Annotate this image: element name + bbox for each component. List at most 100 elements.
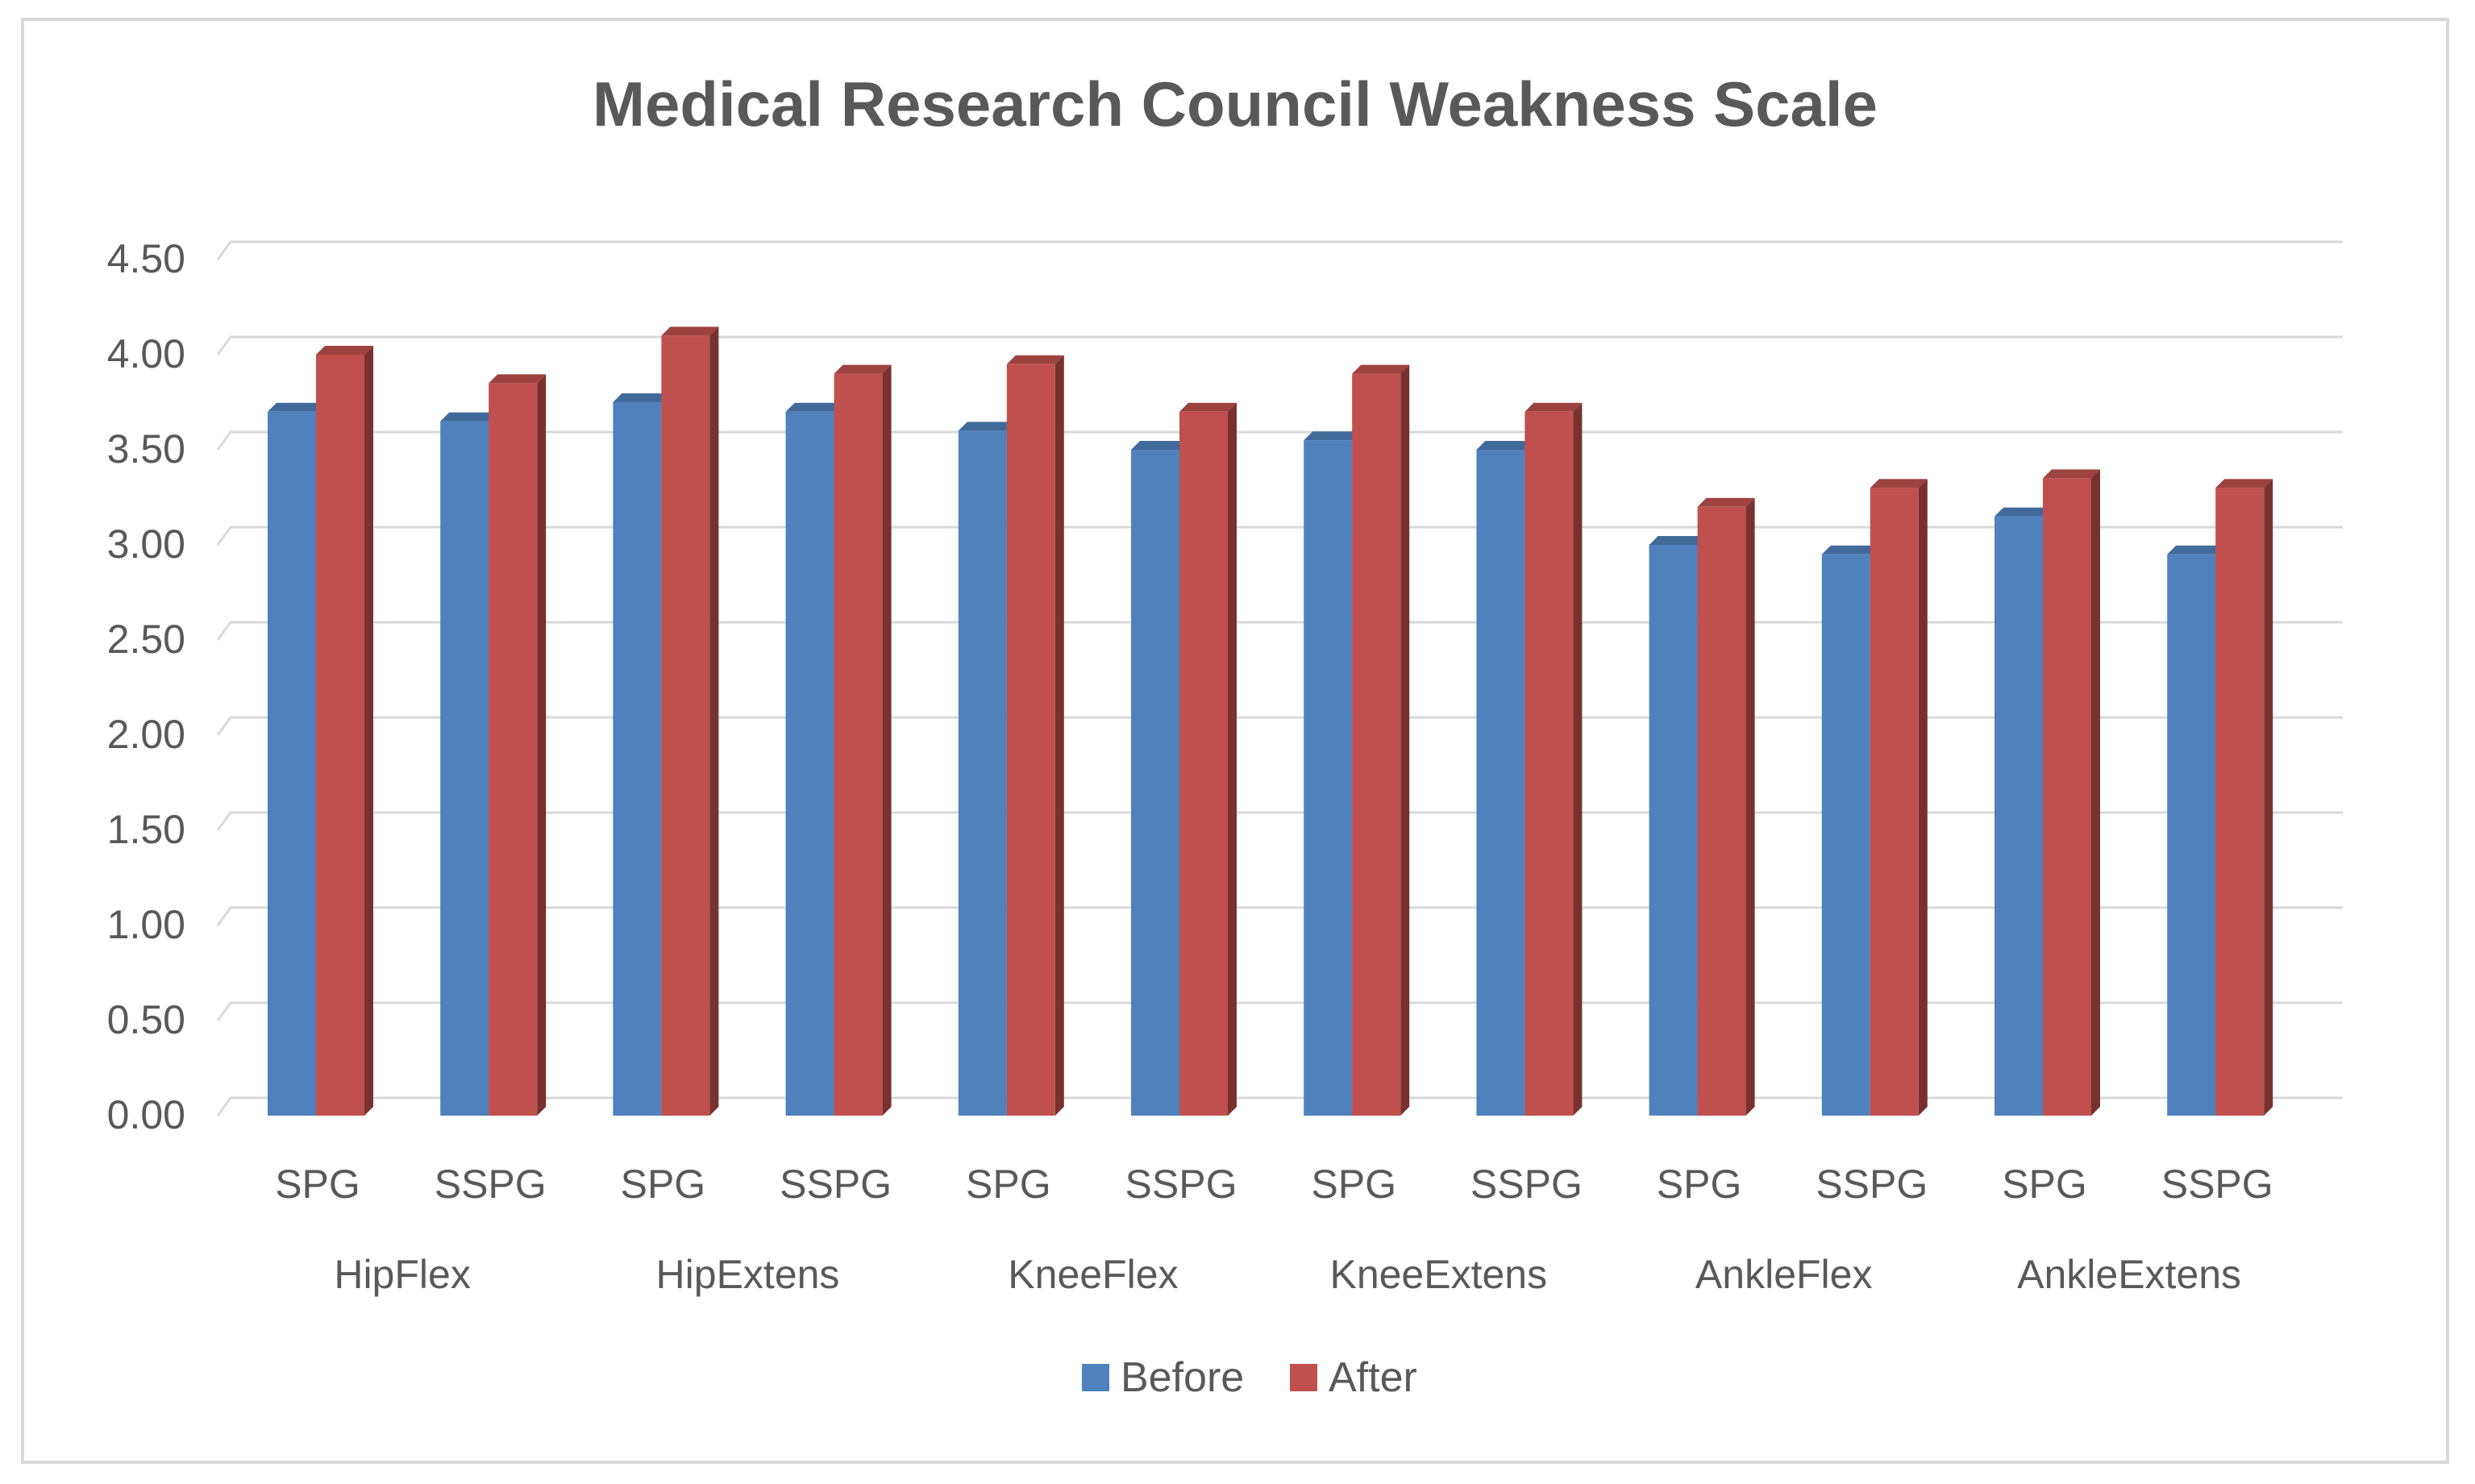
bar-top — [2215, 479, 2273, 488]
gridline — [216, 335, 2343, 355]
bar-side — [882, 364, 892, 1116]
bar-after-3 — [834, 364, 892, 1116]
gridline — [216, 906, 2343, 926]
bar-front — [489, 383, 538, 1116]
bar-front — [1525, 411, 1574, 1116]
bar-front — [1821, 554, 1870, 1116]
bar-top — [1476, 441, 1534, 450]
bar-front — [1697, 506, 1746, 1116]
bar-after-1 — [489, 374, 547, 1116]
bar-top — [316, 346, 373, 355]
bar-top — [785, 402, 843, 412]
bar-after-9 — [1870, 479, 1928, 1116]
bar-top — [1649, 536, 1707, 545]
gridline — [216, 716, 2343, 736]
x-subcategory-label: SSPG — [1816, 1162, 1928, 1207]
bar-side — [1400, 364, 1410, 1116]
x-subcategory-label: SSPG — [780, 1162, 892, 1207]
bar-front — [1476, 450, 1525, 1116]
x-subcategory-label: SSPG — [2161, 1162, 2273, 1207]
legend-swatch — [1082, 1364, 1109, 1391]
gridline — [216, 811, 2343, 831]
bar-top — [1352, 364, 1410, 374]
gridline — [216, 526, 2343, 546]
bar-after-2 — [661, 326, 719, 1116]
bar-front — [1995, 516, 2043, 1116]
gridline — [216, 430, 2343, 451]
bar-front — [268, 411, 316, 1116]
bar-after-8 — [1697, 497, 1755, 1116]
bar-top — [958, 422, 1016, 431]
legend-item-before: Before — [1082, 1354, 1244, 1401]
bar-front — [834, 373, 883, 1116]
x-group-label: KneeFlex — [1008, 1252, 1178, 1297]
bar-top — [1179, 402, 1237, 412]
bar-top — [1006, 355, 1064, 364]
bar-top — [2167, 545, 2225, 555]
bar-side — [2091, 469, 2100, 1116]
y-tick-label: 1.00 — [107, 902, 185, 947]
bar-after-5 — [1179, 402, 1237, 1116]
y-tick-label: 3.50 — [107, 426, 185, 472]
bar-top — [1697, 497, 1755, 507]
bar-top — [1870, 479, 1928, 488]
x-subcategory-label: SSPG — [435, 1162, 547, 1207]
x-subcategory-label: SPG — [1311, 1162, 1396, 1207]
bar-side — [2264, 479, 2273, 1116]
bar-side — [364, 346, 373, 1116]
bar-top — [1995, 507, 2052, 517]
y-tick-label: 2.50 — [107, 617, 185, 662]
bar-top — [2043, 469, 2100, 479]
bar-top — [1821, 545, 1879, 555]
bar-side — [709, 326, 719, 1116]
bar-front — [1352, 373, 1401, 1116]
y-tick-label: 1.50 — [107, 807, 185, 852]
bars — [268, 326, 2273, 1116]
bar-side — [1228, 402, 1237, 1116]
legend-swatch — [1290, 1364, 1317, 1391]
x-axis-groups: HipFlex HipExtens KneeFlex KneeExtens AnkleF… — [334, 1252, 2241, 1297]
gridline — [216, 621, 2343, 641]
bar-front — [958, 430, 1007, 1116]
bar-front — [2167, 554, 2216, 1116]
x-group-label: KneeExtens — [1329, 1252, 1547, 1297]
bar-front — [1870, 488, 1919, 1116]
x-group-label: AnkleExtens — [2017, 1252, 2241, 1297]
bar-top — [489, 374, 547, 384]
bar-front — [1006, 364, 1055, 1116]
bar-after-4 — [1006, 355, 1064, 1116]
bar-before-5 — [1131, 441, 1188, 1116]
x-subcategory-label: SPG — [966, 1162, 1051, 1207]
bar-side — [1573, 402, 1583, 1116]
bar-front — [613, 402, 662, 1116]
bar-front — [1131, 450, 1179, 1116]
bar-top — [1304, 431, 1362, 441]
chart-title: Medical Research Council Weakness Scale — [593, 69, 1878, 139]
bar-front — [1304, 440, 1353, 1116]
bar-front — [2043, 478, 2091, 1116]
chart-frame: Medical Research Council Weakness Scale … — [21, 18, 2449, 1464]
chart-svg: Medical Research Council Weakness Scale … — [107, 69, 2343, 1401]
y-tick-label: 4.50 — [107, 236, 185, 281]
gridlines — [216, 240, 2343, 1116]
bar-after-10 — [2043, 469, 2100, 1116]
y-tick-label: 4.00 — [107, 331, 185, 376]
legend-label: Before — [1121, 1354, 1244, 1401]
gridline — [216, 240, 2343, 260]
y-tick-label: 3.00 — [107, 522, 185, 567]
bar-side — [537, 374, 547, 1116]
bar-top — [1131, 441, 1188, 450]
x-subcategory-label: SPG — [1657, 1162, 1742, 1207]
x-subcategory-label: SPG — [275, 1162, 360, 1207]
x-group-label: AnkleFlex — [1695, 1252, 1873, 1297]
y-axis-ticks: 0.00 0.50 1.00 1.50 2.00 2.50 3.00 3.50 4.00 4.50 — [107, 236, 185, 1137]
bar-top — [1525, 402, 1583, 412]
x-subcategory-label: SSPG — [1470, 1162, 1583, 1207]
bar-after-0 — [316, 346, 373, 1116]
bar-after-11 — [2215, 479, 2273, 1116]
bar-top — [613, 393, 671, 402]
x-subcategory-label: SPG — [2002, 1162, 2087, 1207]
bar-side — [1745, 497, 1755, 1116]
legend-item-after: After — [1290, 1354, 1417, 1401]
y-tick-label: 2.00 — [107, 712, 185, 757]
